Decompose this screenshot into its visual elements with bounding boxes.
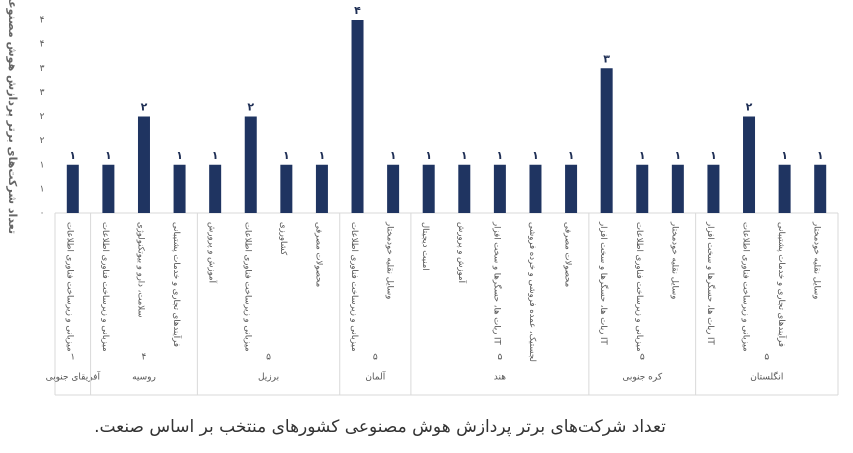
y-tick-label: ۳ — [40, 88, 45, 98]
caption: تعداد شرکت‌های برتر پردازش هوش مصنوعی کش… — [94, 417, 666, 437]
x-tick-label: میزبانی و زیرساخت فناوری اطلاعات — [349, 222, 359, 352]
bar — [137, 116, 150, 213]
x-tick-label: کشاورزی — [278, 222, 288, 256]
x-tick-label: محصولات مصرفی — [313, 222, 323, 287]
data-label: ۱ — [69, 149, 76, 162]
bar — [778, 164, 791, 213]
y-tick-label: ۲ — [40, 136, 45, 146]
x-tick-label: وسایل نقلیه خودمختار — [385, 221, 395, 299]
data-label: ۲ — [247, 101, 254, 114]
data-label: ۱ — [319, 149, 326, 162]
bar — [458, 164, 471, 213]
x-tick-label: لجستیک، عمده فروشی و خرده فروشی — [527, 222, 537, 362]
bar — [315, 164, 328, 213]
bar — [244, 116, 257, 213]
bar — [173, 164, 186, 213]
x-tick-label: میزبانی و زیرساخت فناوری اطلاعات — [100, 222, 110, 352]
data-label: ۱ — [532, 149, 539, 162]
data-label: ۱ — [390, 149, 397, 162]
y-tick-label: ۰ — [40, 209, 45, 219]
x-tick-label: وسایل نقلیه خودمختار — [669, 221, 679, 299]
data-label: ۱ — [105, 149, 112, 162]
group-total: ۵ — [640, 353, 645, 363]
x-tick-label: فرآیندهای تجاری و خدمات پشتیبانی — [776, 222, 788, 347]
data-label: ۱ — [283, 149, 290, 162]
group-total: ۵ — [266, 353, 271, 363]
x-tick-label: فرآیندهای تجاری و خدمات پشتیبانی — [171, 222, 183, 347]
bar — [493, 164, 506, 213]
data-label: ۴ — [354, 4, 361, 17]
x-tick-label: امنیت دیجیتال — [420, 222, 430, 271]
data-label: ۲ — [141, 101, 148, 114]
bar — [280, 164, 293, 213]
y-axis-title: تعداد شرکت‌های برتر پردازش هوش مصنوعی — [6, 0, 19, 234]
bar — [743, 116, 756, 213]
x-tick-label: ربات ها، حسگرها و سخت افزار IT — [705, 221, 716, 346]
data-label: ۱ — [674, 149, 681, 162]
bar — [565, 164, 578, 213]
data-label: ۱ — [710, 149, 717, 162]
bar — [102, 164, 115, 213]
x-tick-label: میزبانی و زیرساخت فناوری اطلاعات — [634, 222, 644, 352]
x-tick-label: وسایل نقلیه خودمختار — [812, 221, 822, 299]
x-tick-label: ربات ها، حسگرها و سخت افزار IT — [491, 221, 502, 346]
bar — [529, 164, 542, 213]
data-label: ۱ — [497, 149, 504, 162]
x-tick-label: میزبانی و زیرساخت فناوری اطلاعات — [64, 222, 74, 352]
group-name: کره جنوبی — [622, 373, 662, 383]
data-label: ۳ — [603, 52, 610, 65]
x-tick-label: آموزش و پرورش — [456, 222, 468, 284]
y-tick-label: ۱ — [40, 160, 45, 170]
group-name: برزیل — [258, 373, 279, 383]
group-name: هند — [494, 373, 506, 383]
data-label: ۱ — [425, 149, 432, 162]
data-label: ۲ — [746, 101, 753, 114]
bar — [66, 164, 79, 213]
group-name: آفریقای جنوبی — [46, 371, 101, 383]
x-tick-label: میزبانی و زیرساخت فناوری اطلاعات — [741, 222, 751, 352]
x-tick-label: ربات ها، حسگرها و سخت افزار IT — [598, 221, 609, 346]
data-label: ۱ — [568, 149, 575, 162]
bar — [707, 164, 720, 213]
group-name: روسیه — [132, 373, 156, 383]
group-total: ۵ — [497, 353, 502, 363]
group-total: ۵ — [373, 353, 378, 363]
x-tick-label: سلامت، دارو و بیوتکنولوژی — [135, 222, 145, 317]
group-total: ۴ — [142, 353, 147, 363]
x-tick-label: محصولات مصرفی — [563, 222, 573, 287]
bar — [422, 164, 435, 213]
y-tick-label: ۲ — [40, 112, 45, 122]
data-label: ۱ — [212, 149, 219, 162]
bar — [636, 164, 649, 213]
x-tick-label: میزبانی و زیرساخت فناوری اطلاعات — [242, 222, 252, 352]
group-name: آلمان — [365, 371, 385, 383]
group-total: ۵ — [764, 353, 769, 363]
data-label: ۱ — [639, 149, 646, 162]
bar — [600, 68, 613, 213]
y-tick-label: ۳ — [40, 64, 45, 74]
bar — [387, 164, 400, 213]
data-label: ۱ — [817, 149, 824, 162]
data-label: ۱ — [781, 149, 788, 162]
bar — [671, 164, 684, 213]
bar — [209, 164, 222, 213]
bar — [814, 164, 827, 213]
group-total: ۱ — [70, 353, 75, 363]
data-label: ۱ — [461, 149, 468, 162]
y-tick-label: ۱ — [40, 184, 45, 194]
group-name: انگلستان — [750, 371, 783, 383]
data-label: ۱ — [176, 149, 183, 162]
y-tick-label: ۴ — [40, 16, 45, 26]
x-tick-label: آموزش و پرورش — [207, 222, 219, 284]
y-tick-label: ۴ — [40, 40, 45, 50]
bar — [351, 20, 364, 213]
